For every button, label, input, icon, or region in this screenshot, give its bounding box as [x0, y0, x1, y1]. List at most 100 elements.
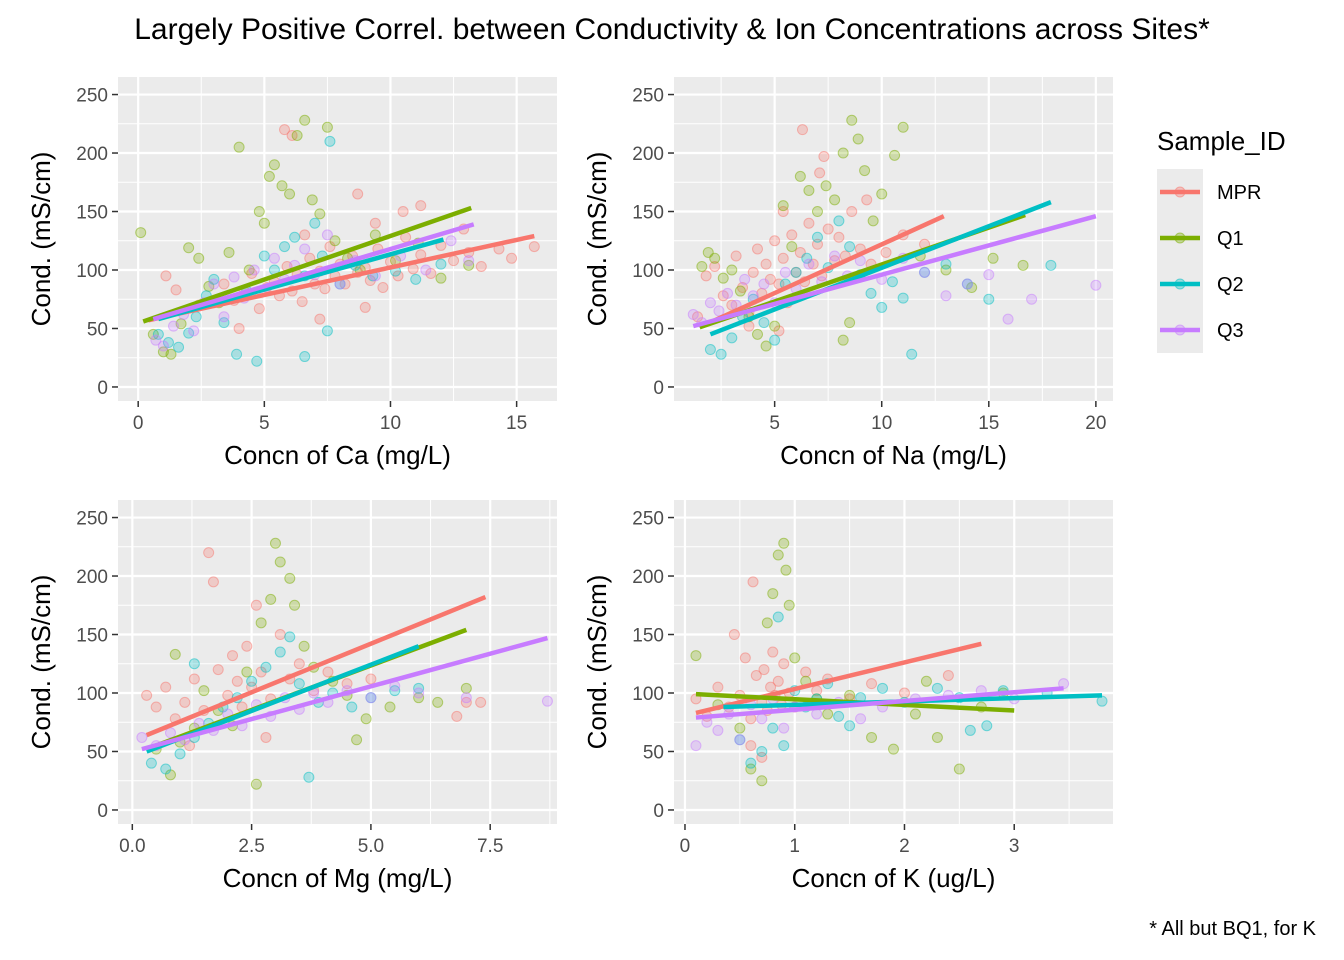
y-tick-label: 250	[76, 86, 108, 107]
data-point-q1	[987, 252, 999, 264]
data-point-q1	[777, 200, 789, 212]
panel-background	[674, 500, 1113, 824]
data-point-q2	[145, 757, 157, 769]
data-point-q2	[767, 722, 779, 734]
x-tick-label: 2	[899, 836, 910, 857]
data-point-mpr	[359, 301, 371, 313]
data-point-q2	[258, 250, 270, 262]
data-point-q3	[779, 266, 791, 278]
data-point-q3	[248, 264, 260, 276]
data-point-q3	[420, 264, 432, 276]
data-point-mpr	[800, 666, 812, 678]
data-point-mpr	[397, 206, 409, 218]
y-tick-label: 150	[632, 203, 664, 224]
data-point-q3	[778, 722, 790, 734]
data-point-mpr	[314, 313, 326, 325]
data-point-q2	[251, 355, 263, 367]
y-tick-label: 200	[76, 567, 108, 588]
data-point-q3	[758, 278, 770, 290]
y-tick-label: 50	[643, 742, 664, 763]
data-point-q3	[136, 731, 148, 743]
data-point-q2	[865, 287, 877, 299]
x-axis-title: Concn of Na (mg/L)	[780, 440, 1007, 470]
data-point-mpr	[846, 206, 858, 218]
data-point-q2	[778, 740, 790, 752]
data-point-q2	[801, 252, 813, 264]
y-tick-label: 50	[87, 742, 108, 763]
y-axis-title: Cond. (mS/cm)	[26, 152, 56, 327]
data-point-q2	[981, 720, 993, 732]
data-point-mpr	[475, 260, 487, 272]
data-point-q1	[460, 682, 472, 694]
y-tick-label: 100	[76, 684, 108, 705]
data-point-q2	[844, 720, 856, 732]
y-tick-label: 150	[632, 626, 664, 647]
data-point-q3	[268, 252, 280, 264]
data-point-q3	[940, 290, 952, 302]
data-point-q1	[920, 675, 932, 687]
data-point-q1	[1017, 259, 1029, 271]
data-point-q1	[820, 180, 832, 192]
x-tick-label: 20	[1085, 413, 1106, 434]
axes: 0 50 100 150 200 250 0 5 10 15 Concn of Ca (mg/L) C…	[26, 86, 527, 470]
facet-panel-3: 0 50 100 150 200 250 0.0 2.5 5.0 7.5 Concn of Mg (…	[26, 500, 557, 893]
facet-panel-2: 0 50 100 150 200 250 5 10 15 20 Concn of Na (mg/L)…	[582, 77, 1113, 470]
data-point-q3	[413, 687, 425, 699]
data-point-q2	[174, 748, 186, 760]
data-point-q3	[739, 273, 751, 285]
data-point-q3	[704, 297, 716, 309]
data-point-q1	[953, 763, 965, 775]
data-point-mpr	[772, 675, 784, 687]
y-tick-label: 0	[653, 378, 664, 399]
data-point-q2	[756, 745, 768, 757]
data-point-q1	[717, 272, 729, 284]
data-point-q2	[279, 241, 291, 253]
data-point-mpr	[861, 194, 873, 206]
data-point-q1	[909, 708, 921, 720]
legend-label: Q1	[1217, 228, 1244, 250]
data-point-q1	[696, 260, 708, 272]
data-point-mpr	[752, 243, 764, 255]
data-point-q1	[709, 252, 721, 264]
axes: 0 50 100 150 200 250 0 1 2 3 Concn of K (ug/L) Cond…	[582, 509, 1020, 893]
data-point-q2	[906, 348, 918, 360]
axes: 0 50 100 150 200 250 0.0 2.5 5.0 7.5 Concn of Mg (…	[26, 509, 503, 893]
data-point-q2	[886, 276, 898, 288]
data-point-q3	[756, 713, 768, 725]
data-point-q3	[168, 320, 180, 332]
data-point-q1	[734, 722, 746, 734]
data-point-mpr	[528, 241, 540, 253]
data-point-mpr	[448, 255, 460, 267]
data-point-q3	[321, 229, 333, 241]
data-point-mpr	[822, 223, 834, 235]
data-point-q3	[961, 278, 973, 290]
data-point-q2	[321, 325, 333, 337]
data-point-q1	[274, 556, 286, 568]
data-point-mpr	[880, 246, 892, 258]
data-point-q2	[772, 611, 784, 623]
data-point-q1	[897, 121, 909, 133]
data-point-mpr	[160, 270, 172, 282]
data-point-mpr	[814, 167, 826, 179]
data-point-q1	[314, 208, 326, 220]
data-point-q3	[157, 340, 169, 352]
data-point-q1	[844, 689, 856, 701]
data-point-q1	[852, 133, 864, 145]
data-point-q2	[299, 351, 311, 363]
x-tick-label: 15	[978, 413, 999, 434]
data-point-mpr	[760, 258, 772, 270]
data-point-mpr	[260, 731, 272, 743]
data-point-mpr	[319, 283, 331, 295]
data-point-q2	[745, 757, 757, 769]
x-axis-title: Concn of Mg (mg/L)	[223, 863, 453, 893]
y-tick-label: 0	[97, 378, 108, 399]
fit-line-q3	[695, 686, 1064, 720]
data-point-mpr	[231, 675, 243, 687]
data-point-mpr	[141, 689, 153, 701]
data-point-q1	[761, 617, 773, 629]
fit-lines	[692, 200, 1097, 337]
fit-line-q1	[142, 205, 472, 324]
data-point-q1	[690, 650, 702, 662]
data-point-q2	[246, 675, 258, 687]
